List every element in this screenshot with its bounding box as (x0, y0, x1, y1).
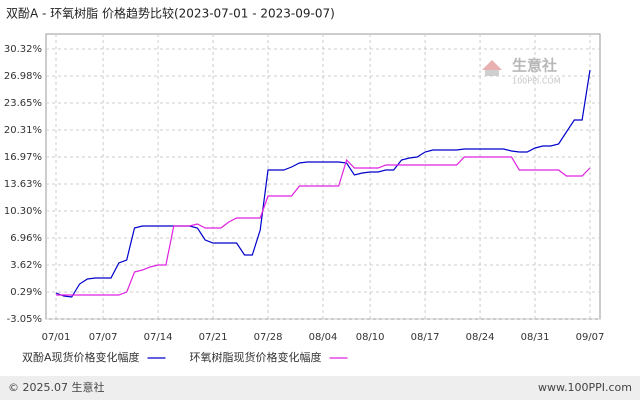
watermark-logo (482, 60, 502, 70)
x-tick-label: 07/01 (42, 332, 71, 343)
y-tick-label: 6.96% (10, 233, 42, 244)
x-tick-label: 07/14 (144, 332, 173, 343)
y-tick-label: 13.63% (4, 179, 42, 190)
watermark: 生意社 100PPI.COM (482, 57, 561, 86)
x-tick-label: 07/28 (254, 332, 283, 343)
footer-left: © 2025.07 生意社 (8, 380, 104, 394)
y-tick-label: 23.65% (4, 98, 42, 109)
footer-right: www.100PPI.com (538, 381, 632, 394)
x-tick-label: 07/21 (199, 332, 228, 343)
y-tick-label: 3.62% (10, 260, 42, 271)
chart-title: 双酚A - 环氧树脂 价格趋势比较(2023-07-01 - 2023-09-0… (6, 6, 335, 21)
y-tick-label: 26.98% (4, 71, 42, 82)
series-line (56, 156, 591, 296)
x-tick-label: 08/24 (466, 332, 495, 343)
y-tick-label: 30.32% (4, 44, 42, 55)
watermark-text: 生意社 (512, 57, 557, 75)
y-tick-label: 0.29% (10, 287, 42, 298)
watermark-logo (485, 70, 499, 76)
x-tick-label: 07/07 (89, 332, 118, 343)
x-tick-label: 08/04 (309, 332, 338, 343)
y-tick-label: 20.31% (4, 125, 42, 136)
y-tick-label: 10.30% (4, 206, 42, 217)
watermark-text: 100PPI.COM (512, 77, 561, 86)
legend-label: 双酚A现货价格变化幅度 (22, 350, 140, 364)
x-tick-label: 08/10 (356, 332, 385, 343)
y-tick-label: 16.97% (4, 152, 42, 163)
series-line (55, 69, 591, 298)
x-tick-label: 08/17 (411, 332, 440, 343)
x-tick-label: 09/07 (576, 332, 605, 343)
footer-bar (0, 376, 640, 400)
legend-label: 环氧树脂现货价格变化幅度 (190, 350, 322, 364)
y-tick-label: -3.05% (7, 314, 42, 325)
x-tick-label: 08/31 (521, 332, 550, 343)
